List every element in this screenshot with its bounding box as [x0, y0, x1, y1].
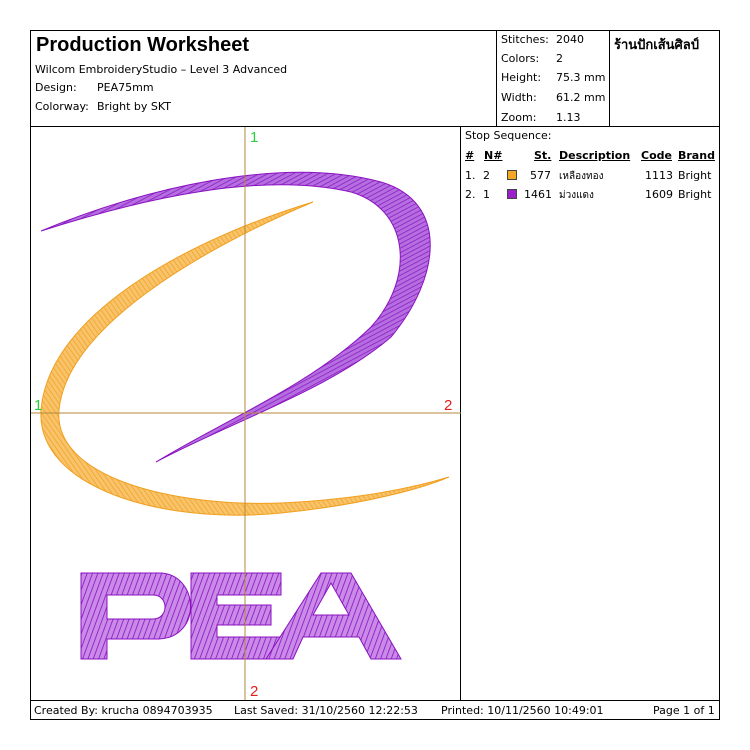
letter-a	[265, 572, 402, 660]
marker-left: 1	[34, 397, 42, 414]
design-value: PEA75mm	[97, 81, 154, 94]
color-swatch	[507, 170, 517, 180]
zoom-value: 1.13	[556, 111, 581, 124]
row-stitches: 1461	[524, 188, 552, 201]
col-num: #	[465, 149, 475, 162]
col-code: Code	[641, 149, 672, 162]
row-num: 2.	[465, 188, 476, 201]
row-stitches: 577	[530, 169, 551, 182]
design-label: Design:	[35, 81, 77, 94]
purple-swoosh	[40, 171, 431, 463]
row-code: 1113	[645, 169, 673, 182]
created-by: Created By: krucha 0894703935	[34, 704, 213, 717]
row-brand: Bright	[678, 169, 712, 182]
height-row: Height: 75.3 mm	[501, 71, 605, 84]
design-preview: 1 1 2 2	[31, 127, 461, 700]
row-num: 1.	[465, 169, 476, 182]
colorway-label: Colorway:	[35, 100, 89, 113]
printed-date: Printed: 10/11/2560 10:49:01	[441, 704, 604, 717]
col-description: Description	[559, 149, 631, 162]
letter-p	[80, 572, 191, 660]
stitches-label: Stitches:	[501, 33, 549, 46]
stats-panel: Stitches: 2040 Colors: 2 Height: 75.3 mm Wi…	[496, 31, 610, 127]
zoom-label: Zoom:	[501, 111, 537, 124]
worksheet-header: Production Worksheet Wilcom EmbroiderySt…	[31, 31, 720, 127]
row-brand: Bright	[678, 188, 712, 201]
marker-top: 1	[250, 129, 258, 146]
sequence-row: 2. 1 1461 ม่วงแดง 1609 Bright	[462, 188, 720, 206]
col-brand: Brand	[678, 149, 715, 162]
marker-right: 2	[444, 397, 452, 414]
row-n: 1	[483, 188, 490, 201]
stitches-value: 2040	[556, 33, 584, 46]
width-row: Width: 61.2 mm	[501, 91, 605, 104]
stop-sequence-title: Stop Sequence:	[465, 129, 552, 142]
colors-label: Colors:	[501, 52, 540, 65]
orange-swoosh	[40, 201, 450, 516]
row-description: เหลืองทอง	[559, 171, 604, 182]
colors-row: Colors: 2	[501, 52, 563, 65]
row-description: ม่วงแดง	[559, 190, 594, 201]
sequence-row: 1. 2 577 เหลืองทอง 1113 Bright	[462, 169, 720, 187]
row-code: 1609	[645, 188, 673, 201]
col-n: N#	[484, 149, 503, 162]
height-value: 75.3 mm	[556, 71, 606, 84]
colorway-value: Bright by SKT	[97, 100, 171, 113]
colorway-row: Colorway: Bright by SKT	[35, 100, 171, 113]
worksheet-footer: Created By: krucha 0894703935 Last Saved…	[31, 700, 720, 720]
width-value: 61.2 mm	[556, 91, 606, 104]
colors-value: 2	[556, 52, 563, 65]
embroidery-design: 1 1 2 2	[31, 127, 461, 700]
page-number: Page 1 of 1	[653, 704, 715, 717]
page-title: Production Worksheet	[36, 34, 249, 56]
last-saved: Last Saved: 31/10/2560 12:22:53	[234, 704, 418, 717]
stop-sequence-panel: Stop Sequence: # N# St. Description Code…	[462, 127, 720, 700]
col-st: St.	[534, 149, 552, 162]
shop-name: ร้านปักเส้นศิลป์	[614, 38, 700, 53]
production-worksheet: Production Worksheet Wilcom EmbroiderySt…	[30, 30, 720, 720]
color-swatch	[507, 189, 517, 199]
zoom-row: Zoom: 1.13	[501, 111, 581, 124]
height-label: Height:	[501, 71, 542, 84]
stitches-row: Stitches: 2040	[501, 33, 584, 46]
design-row: Design: PEA75mm	[35, 81, 154, 94]
sequence-header: # N# St. Description Code Brand	[462, 149, 720, 165]
logo-letters	[80, 572, 402, 660]
row-n: 2	[483, 169, 490, 182]
width-label: Width:	[501, 91, 537, 104]
marker-bottom: 2	[250, 683, 258, 700]
software-name: Wilcom EmbroideryStudio – Level 3 Advanc…	[35, 63, 288, 76]
letter-e	[190, 572, 284, 660]
